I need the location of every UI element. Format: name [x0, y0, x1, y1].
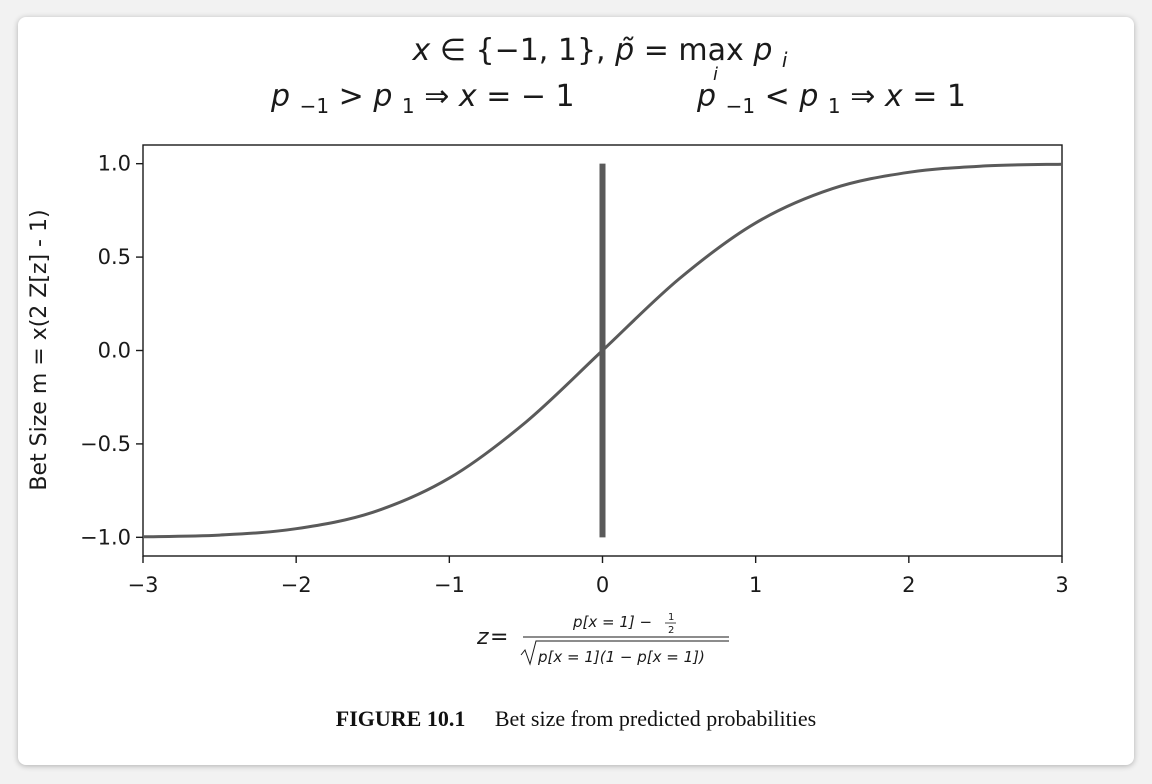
x-tick-label: 2 [902, 573, 915, 597]
x-tick-label: −1 [434, 573, 465, 597]
x-axis-label: z = p[x = 1] − 1 2 p[x = 1](1 − p[x = 1]… [476, 612, 729, 666]
caption-text: Bet size from predicted probabilities [494, 706, 817, 731]
x-label-half-num: 1 [668, 612, 674, 623]
title-line-1: x ∈ {−1, 1}, p̃ = max p i [412, 33, 788, 72]
x-tick-label: 1 [749, 573, 762, 597]
title-line-2-right: p −1 < p 1 ⇒ x = 1 [696, 79, 966, 121]
caption-label: FIGURE 10.1 [335, 706, 466, 731]
chart: x ∈ {−1, 1}, p̃ = max p i i p −1 > p 1 ⇒… [27, 33, 1069, 666]
x-label-z: z [476, 625, 489, 650]
x-tick-label: 0 [596, 573, 609, 597]
x-tick-label: −2 [281, 573, 312, 597]
figure-caption: FIGURE 10.1 Bet size from predicted prob… [0, 706, 1152, 732]
x-tick-label: 3 [1055, 573, 1068, 597]
y-axis-label: Bet Size m = x(2 Z[z] - 1) [27, 209, 52, 490]
x-axis-ticks: −3 −2 −1 0 1 2 3 [128, 556, 1069, 597]
figure-card [18, 17, 1134, 765]
y-axis-ticks: 1.0 0.5 0.0 −0.5 −1.0 [80, 152, 143, 549]
y-tick-label: −0.5 [80, 432, 131, 456]
y-tick-label: 0.0 [98, 339, 131, 363]
y-tick-label: 0.5 [98, 245, 131, 269]
x-label-equals: = [490, 625, 508, 650]
title-max-subscript: i [713, 64, 718, 85]
x-label-sqrt [520, 640, 729, 666]
x-label-numerator: p[x = 1] − [572, 613, 652, 631]
y-tick-label: 1.0 [98, 152, 131, 176]
x-label-half-den: 2 [668, 625, 674, 636]
x-label-denominator: p[x = 1](1 − p[x = 1]) [537, 648, 705, 666]
y-tick-label: −1.0 [80, 525, 131, 549]
x-tick-label: −3 [128, 573, 159, 597]
title-line-2-left: p −1 > p 1 ⇒ x = − 1 [270, 79, 575, 121]
